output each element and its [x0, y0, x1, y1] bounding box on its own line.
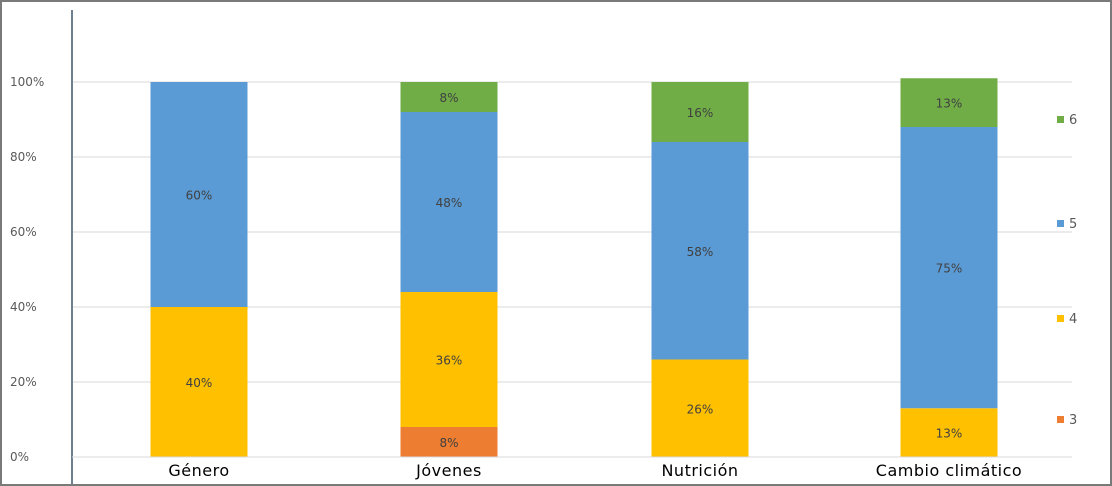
y-tick-label: 100%	[10, 75, 44, 89]
bar-segment-5	[651, 142, 749, 360]
data-label: 8%	[439, 436, 458, 450]
data-label: 13%	[936, 427, 963, 441]
bar-segment-3	[400, 427, 498, 457]
bar-segment-6	[900, 78, 998, 127]
legend-swatch-4	[1057, 315, 1064, 322]
data-label: 48%	[436, 196, 463, 210]
legend-label: 3	[1069, 413, 1077, 428]
data-label: 8%	[439, 91, 458, 105]
data-label: 13%	[936, 97, 963, 111]
legend: 3 4 5 6	[1057, 113, 1077, 428]
bar-segment-5	[150, 82, 248, 307]
legend-swatch-3	[1057, 416, 1064, 423]
bar-segment-4	[400, 292, 498, 427]
category-label: Cambio climático	[876, 461, 1022, 480]
y-tick-label: 0%	[10, 450, 29, 464]
category-label: Nutrición	[661, 461, 738, 480]
data-label: 36%	[436, 354, 463, 368]
bar-segment-6	[400, 82, 498, 112]
y-tick-label: 20%	[10, 375, 37, 389]
data-labels: 40% 60% 8% 36% 48% 8% 26% 58% 16% 13% 75% 13%	[186, 91, 963, 450]
category-label: Género	[168, 461, 229, 480]
bar-segment-4	[150, 307, 248, 457]
bar-segment-4	[651, 359, 749, 457]
legend-label: 4	[1069, 312, 1077, 327]
data-label: 60%	[186, 189, 213, 203]
legend-label: 6	[1069, 113, 1077, 128]
y-tick-label: 60%	[10, 225, 37, 239]
data-label: 40%	[186, 376, 213, 390]
bar-segment-5	[400, 112, 498, 292]
legend-swatch-5	[1057, 220, 1064, 227]
bar-segment-6	[651, 82, 749, 142]
data-label: 16%	[687, 106, 714, 120]
axes: 0% 20% 40% 60% 80% 100% Género Jóvenes Nutrición…	[10, 10, 1072, 484]
bar-segment-5	[900, 127, 998, 409]
data-label: 26%	[687, 402, 714, 416]
category-label: Jóvenes	[415, 461, 482, 480]
legend-label: 5	[1069, 217, 1077, 232]
y-tick-label: 80%	[10, 150, 37, 164]
legend-swatch-6	[1057, 116, 1064, 123]
y-tick-label: 40%	[10, 300, 37, 314]
data-label: 75%	[936, 262, 963, 276]
data-label: 58%	[687, 245, 714, 259]
bar-segment-4	[900, 408, 998, 457]
bars	[150, 78, 998, 457]
